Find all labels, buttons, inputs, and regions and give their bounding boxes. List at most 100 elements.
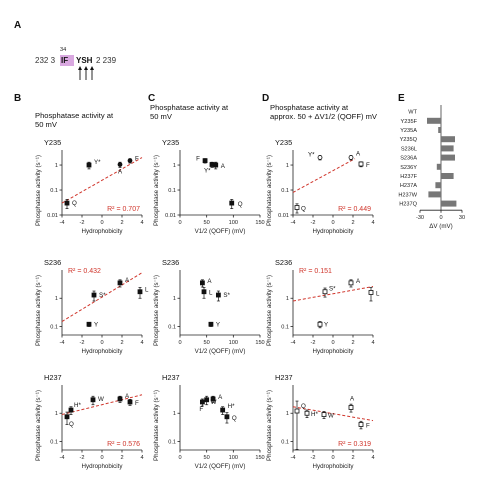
point-label: L: [145, 287, 149, 294]
bar-x-tick-label: 0: [439, 215, 442, 221]
y-axis-label: Phosphatase activity (s⁻¹): [35, 275, 42, 346]
point-label: F: [135, 400, 139, 407]
x-tick-label: -2: [80, 340, 85, 346]
y-tick-label: 0.1: [50, 188, 58, 194]
bar-category-label: H237W: [398, 192, 417, 198]
point-label: S*: [223, 292, 230, 299]
y-tick-label: 0.1: [281, 324, 289, 330]
point-label: Q: [301, 403, 306, 410]
x-tick-label: 100: [229, 340, 238, 346]
y-axis-label: Phosphatase activity (s⁻¹): [35, 390, 42, 461]
x-tick-label: 0: [100, 220, 103, 226]
x-axis-label: Hydrophobicity: [313, 463, 355, 470]
x-tick-label: 2: [120, 455, 123, 461]
bar-category-label: Y235A: [400, 128, 417, 134]
point-label: Y*: [204, 168, 211, 175]
y-tick-label: 0.1: [168, 324, 176, 330]
plot-title: H237: [162, 373, 180, 382]
sequence-bold: YSH: [76, 56, 93, 65]
data-point: [317, 321, 323, 327]
data-point: [199, 399, 205, 405]
x-axis-label: Hydrophobicity: [313, 348, 355, 355]
y-axis-label: Phosphatase activity (s⁻¹): [153, 390, 160, 461]
x-tick-label: -2: [311, 455, 316, 461]
sequence-left: 232 3: [35, 56, 56, 65]
x-axis-label: Hydrophobicity: [82, 463, 124, 470]
plot-title: S236: [275, 258, 292, 267]
bar-x-tick-label: 30: [459, 215, 465, 221]
plot-b-s236: S236 -4 -2 0 2 4 1 0.1 Hydrophobicity Phosphatase…: [35, 258, 149, 355]
bar: [441, 173, 454, 179]
bar: [438, 127, 441, 133]
data-point: [91, 292, 97, 298]
panel-letter-d: D: [262, 93, 269, 104]
point-label: F: [135, 156, 139, 163]
column-d-title-line1: Phosphatase activity at: [270, 103, 349, 112]
data-point: [204, 397, 210, 403]
x-tick-label: 0: [331, 220, 334, 226]
data-point: [137, 289, 143, 295]
axis-lines: [61, 270, 142, 336]
sequence-index: 34: [60, 47, 66, 53]
data-point: [304, 410, 310, 416]
point-label: S*: [329, 286, 336, 293]
y-tick-label: 0.1: [281, 188, 289, 194]
plot-d-y235: Y235 -4 -2 0 2 4 1 0.1 0.01 Hydrophobicity Phospha…: [266, 138, 375, 235]
point-label: A: [125, 277, 130, 284]
y-axis-label: Phosphatase activity (s⁻¹): [266, 275, 273, 346]
bar-category-label: WT: [408, 110, 417, 116]
x-tick-label: 150: [255, 455, 264, 461]
delta-v-bar-chart: WT Y235F Y235A Y235Q S236L S236A S236Y H237F H23…: [398, 105, 465, 230]
x-tick-label: 50: [204, 220, 210, 226]
x-tick-label: 50: [204, 455, 210, 461]
regression-line: [61, 157, 143, 204]
point-label: H*: [228, 403, 235, 410]
point-label: A: [125, 393, 130, 400]
x-axis-label: Hydrophobicity: [82, 348, 124, 355]
y-tick-label: 0.01: [278, 213, 289, 219]
bar-category-label: Y235F: [401, 119, 418, 125]
data-point: [201, 289, 207, 295]
data-point: [127, 158, 133, 164]
plot-title: H237: [275, 373, 293, 382]
bar: [435, 182, 441, 189]
r-squared-label: R² = 0.319: [338, 441, 371, 448]
point-label: Q: [232, 415, 237, 422]
plot-title: H237: [44, 373, 62, 382]
x-axis-label: Hydrophobicity: [313, 228, 355, 235]
data-point: [368, 290, 374, 295]
bar: [427, 117, 441, 124]
x-axis-label: V1/2 (QOFF) (mV): [195, 348, 246, 355]
data-point: [117, 396, 123, 402]
bar: [428, 191, 441, 198]
data-point: [358, 422, 364, 427]
data-point: [86, 321, 92, 327]
plot-d-s236: S236 -4 -2 0 2 4 1 0.1 Hydrophobicity Phosphatase…: [266, 258, 380, 355]
x-tick-label: 4: [140, 455, 143, 461]
y-axis-label: Phosphatase activity (s⁻¹): [266, 155, 273, 226]
point-label: H*: [74, 402, 81, 409]
point-label: A: [350, 395, 355, 402]
point-label: W: [98, 396, 104, 403]
column-c-title-line2: 50 mV: [150, 112, 173, 121]
x-tick-label: -2: [80, 220, 85, 226]
point-label: A: [221, 163, 226, 170]
data-point: [199, 280, 205, 286]
y-tick-label: 0.1: [281, 439, 289, 445]
point-label: Y: [216, 321, 220, 328]
point-label: A: [218, 394, 223, 401]
data-point: [215, 292, 221, 298]
data-point: [229, 200, 235, 206]
plot-c-y235: Y235 0 50 100 150 1 0.1 0.01 V1/2 (QOFF) (mV) Pho…: [153, 138, 265, 235]
plot-d-h237: H237 -4 -2 0 2 4 1 0.1 Hydrophobicity Phosphatase…: [266, 373, 375, 470]
point-label: A: [356, 278, 361, 285]
y-tick-label: 0.1: [50, 439, 58, 445]
plot-title: S236: [44, 258, 61, 267]
panel-letter-a: A: [14, 20, 21, 31]
x-tick-label: 0: [331, 455, 334, 461]
bar: [436, 163, 441, 170]
x-tick-label: 0: [178, 455, 181, 461]
x-tick-label: -4: [60, 455, 65, 461]
x-tick-label: 100: [229, 220, 238, 226]
data-point: [348, 155, 354, 160]
